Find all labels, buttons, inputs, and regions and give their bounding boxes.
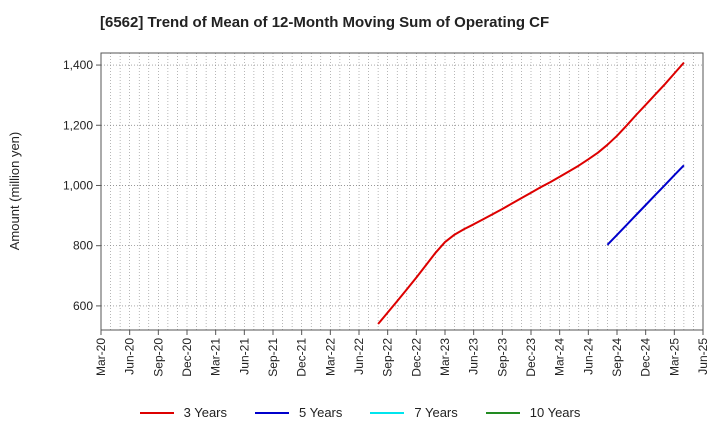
chart-title: [6562] Trend of Mean of 12-Month Moving … xyxy=(100,14,550,31)
grid-layer xyxy=(101,53,703,330)
x-tick-label: Mar-24 xyxy=(553,338,567,376)
x-tick-label: Mar-23 xyxy=(438,338,452,376)
legend-item-7-years: 7 Years xyxy=(370,405,458,420)
x-tick-label: Sep-24 xyxy=(610,338,624,377)
legend-swatch xyxy=(370,411,405,414)
series-line-5-years xyxy=(606,164,685,246)
x-tick-label: Dec-23 xyxy=(524,338,538,377)
legend-item-10-years: 10 Years xyxy=(485,405,581,420)
legend: 3 Years 5 Years 7 Years 10 Years xyxy=(0,405,720,420)
legend-swatch xyxy=(139,411,174,414)
legend-swatch xyxy=(255,411,289,414)
x-tick-label: Mar-25 xyxy=(667,338,681,376)
y-axis-title: Amount (million yen) xyxy=(7,132,22,251)
x-tick-label: Dec-21 xyxy=(295,338,309,377)
legend-label: 7 Years xyxy=(414,405,458,420)
series-layer xyxy=(377,61,685,325)
x-tick-label: Sep-23 xyxy=(495,338,509,377)
legend-label: 10 Years xyxy=(529,405,581,420)
y-tick-label: 1,400 xyxy=(63,58,93,72)
x-tick-label: Dec-24 xyxy=(639,338,653,377)
y-tick-label: 800 xyxy=(73,239,93,253)
x-tick-label: Sep-20 xyxy=(151,338,165,377)
axis-layer: 600 800 1,000 1,200 1,400 Mar-20 Jun-20 Sep-20 D… xyxy=(63,52,710,377)
x-tick-label: Jun-23 xyxy=(467,338,481,375)
legend-item-5-years: 5 Years xyxy=(255,405,342,420)
series-line-3-years xyxy=(377,61,685,325)
x-tick-label: Dec-20 xyxy=(180,338,194,377)
plot-frame xyxy=(100,52,704,331)
legend-label: 5 Years xyxy=(299,405,343,420)
y-tick-label: 1,200 xyxy=(63,118,93,132)
legend-item-3-years: 3 Years xyxy=(139,405,227,420)
x-tick-label: Jun-22 xyxy=(352,338,366,375)
x-tick-label: Jun-20 xyxy=(123,338,137,375)
x-tick-label: Mar-20 xyxy=(94,338,108,376)
legend-label: 3 Years xyxy=(183,405,227,420)
y-tick-label: 600 xyxy=(73,299,93,313)
x-tick-label: Mar-21 xyxy=(209,338,223,376)
x-tick-label: Jun-21 xyxy=(237,338,251,375)
x-tick-label: Sep-21 xyxy=(266,338,280,377)
y-tick-label: 1,000 xyxy=(63,178,93,192)
x-tick-label: Jun-25 xyxy=(696,338,710,375)
x-tick-label: Sep-22 xyxy=(381,338,395,377)
x-tick-label: Mar-22 xyxy=(323,338,337,376)
legend-swatch xyxy=(485,411,520,414)
x-tick-label: Dec-22 xyxy=(409,338,423,377)
x-tick-label: Jun-24 xyxy=(581,338,595,375)
